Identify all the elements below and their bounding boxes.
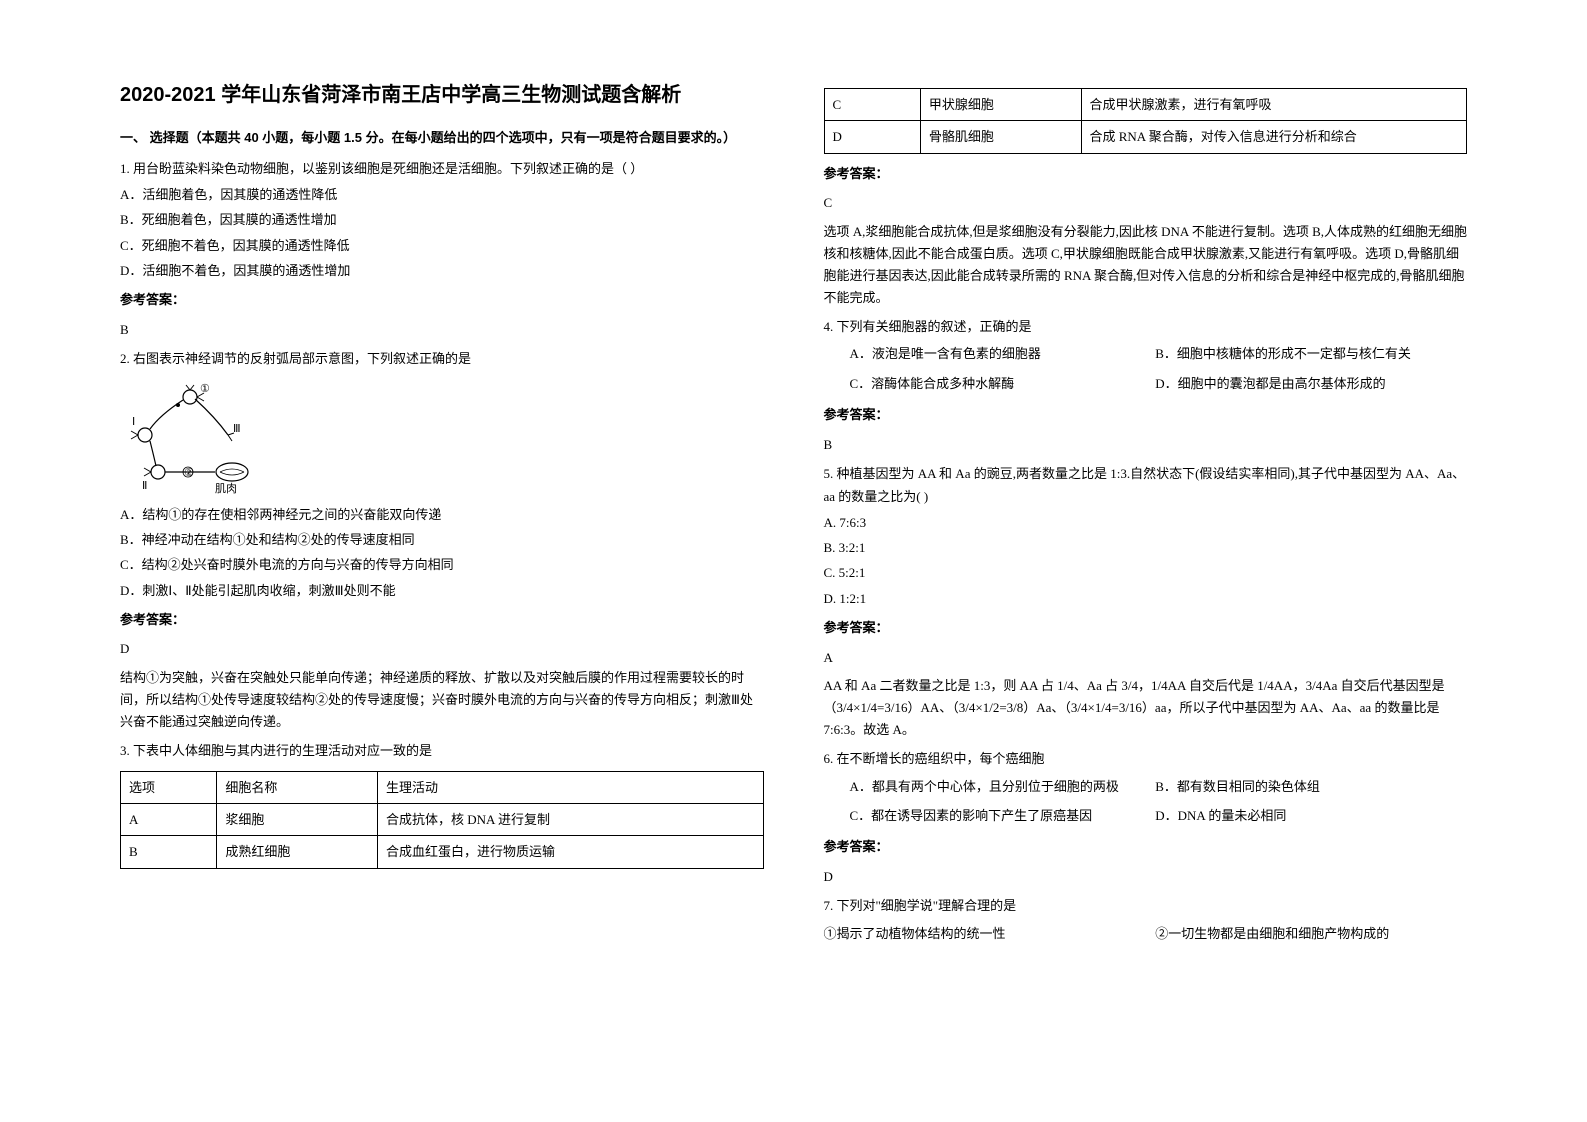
q6-opt-c: C．都在诱导因素的影响下产生了原癌基因 [824, 804, 1136, 827]
right-column: C 甲状腺细胞 合成甲状腺激素，进行有氧呼吸 D 骨骼肌细胞 合成 RNA 聚合… [794, 80, 1488, 1082]
q4-answer-heading: 参考答案： [824, 403, 1468, 426]
cell: 合成甲状腺激素，进行有氧呼吸 [1081, 89, 1467, 121]
q4-opt-c: C．溶酶体能合成多种水解酶 [824, 372, 1136, 395]
q1-answer-heading: 参考答案： [120, 288, 764, 311]
q1-opt-c: C．死细胞不着色，因其膜的通透性降低 [120, 234, 764, 257]
q1-opt-b: B．死细胞着色，因其膜的通透性增加 [120, 208, 764, 231]
table-header-row: 选项 细胞名称 生理活动 [121, 771, 764, 803]
q4-stem: 4. 下列有关细胞器的叙述，正确的是 [824, 315, 1468, 338]
q7-stem: 7. 下列对"细胞学说"理解合理的是 [824, 894, 1468, 917]
label-1: ① [200, 383, 210, 395]
q2-diagram: ① ② Ⅰ Ⅱ Ⅲ 肌肉 [120, 377, 270, 497]
q5-opt-a: A. 7:6:3 [824, 511, 1468, 534]
table-row: A 浆细胞 合成抗体，核 DNA 进行复制 [121, 803, 764, 835]
q2-opt-a: A．结构①的存在使相邻两神经元之间的兴奋能双向传递 [120, 503, 764, 526]
q4-opt-b: B．细胞中核糖体的形成不一定都与核仁有关 [1155, 342, 1467, 365]
label-I: Ⅰ [132, 416, 135, 428]
q3-stem: 3. 下表中人体细胞与其内进行的生理活动对应一致的是 [120, 739, 764, 762]
q5-explain: AA 和 Aa 二者数量之比是 1:3，则 AA 占 1/4、Aa 占 3/4，… [824, 675, 1468, 741]
q7-opt-1: ①揭示了动植物体结构的统一性 [824, 922, 1136, 945]
label-III: Ⅲ [233, 423, 241, 435]
cell: 甲状腺细胞 [920, 89, 1081, 121]
q1-answer: B [120, 318, 764, 341]
th-activity: 生理活动 [378, 771, 764, 803]
section-1-heading: 一、 选择题（本题共 40 小题，每小题 1.5 分。在每小题给出的四个选项中，… [120, 126, 764, 149]
q5-opt-b: B. 3:2:1 [824, 536, 1468, 559]
q5-answer-heading: 参考答案： [824, 616, 1468, 639]
cell: 骨骼肌细胞 [920, 121, 1081, 153]
cell: 合成血红蛋白，进行物质运输 [378, 836, 764, 868]
q7-options: ①揭示了动植物体结构的统一性 ②一切生物都是由细胞和细胞产物构成的 [824, 920, 1468, 947]
th-option: 选项 [121, 771, 217, 803]
q6-stem: 6. 在不断增长的癌组织中，每个癌细胞 [824, 747, 1468, 770]
table-row: C 甲状腺细胞 合成甲状腺激素，进行有氧呼吸 [824, 89, 1467, 121]
q6-opt-d: D．DNA 的量未必相同 [1155, 804, 1467, 827]
cell: 成熟红细胞 [217, 836, 378, 868]
table-row: D 骨骼肌细胞 合成 RNA 聚合酶，对传入信息进行分析和综合 [824, 121, 1467, 153]
q4-options: A．液泡是唯一含有色素的细胞器 B．细胞中核糖体的形成不一定都与核仁有关 C．溶… [824, 340, 1468, 397]
cell: A [121, 803, 217, 835]
label-II: Ⅱ [142, 480, 147, 492]
th-cellname: 细胞名称 [217, 771, 378, 803]
q5-opt-d: D. 1:2:1 [824, 587, 1468, 610]
q4-opt-a: A．液泡是唯一含有色素的细胞器 [824, 342, 1136, 365]
q3-table-part2: C 甲状腺细胞 合成甲状腺激素，进行有氧呼吸 D 骨骼肌细胞 合成 RNA 聚合… [824, 88, 1468, 154]
q6-opt-b: B．都有数目相同的染色体组 [1155, 775, 1467, 798]
q3-answer: C [824, 191, 1468, 214]
q5-answer: A [824, 646, 1468, 669]
cell: D [824, 121, 920, 153]
q1-opt-a: A．活细胞着色，因其膜的通透性降低 [120, 183, 764, 206]
q2-answer: D [120, 637, 764, 660]
page-title: 2020-2021 学年山东省菏泽市南王店中学高三生物测试题含解析 [120, 80, 764, 110]
q2-stem: 2. 右图表示神经调节的反射弧局部示意图，下列叙述正确的是 [120, 347, 764, 370]
reflex-arc-svg: ① ② Ⅰ Ⅱ Ⅲ 肌肉 [120, 377, 270, 497]
table-row: B 成熟红细胞 合成血红蛋白，进行物质运输 [121, 836, 764, 868]
q5-stem: 5. 种植基因型为 AA 和 Aa 的豌豆,两者数量之比是 1:3.自然状态下(… [824, 462, 1468, 509]
q2-explain: 结构①为突触，兴奋在突触处只能单向传递；神经递质的释放、扩散以及对突触后膜的作用… [120, 667, 764, 733]
cell: B [121, 836, 217, 868]
q6-answer-heading: 参考答案： [824, 835, 1468, 858]
q2-opt-c: C．结构②处兴奋时膜外电流的方向与兴奋的传导方向相同 [120, 553, 764, 576]
cell: 合成 RNA 聚合酶，对传入信息进行分析和综合 [1081, 121, 1467, 153]
q1-opt-d: D．活细胞不着色，因其膜的通透性增加 [120, 259, 764, 282]
label-muscle: 肌肉 [215, 482, 237, 495]
q3-explain: 选项 A,浆细胞能合成抗体,但是浆细胞没有分裂能力,因此核 DNA 不能进行复制… [824, 221, 1468, 309]
q6-opt-a: A．都具有两个中心体，且分别位于细胞的两极 [824, 775, 1136, 798]
label-2: ② [184, 467, 194, 479]
q4-opt-d: D．细胞中的囊泡都是由高尔基体形成的 [1155, 372, 1467, 395]
q6-options: A．都具有两个中心体，且分别位于细胞的两极 B．都有数目相同的染色体组 C．都在… [824, 773, 1468, 830]
q2-answer-heading: 参考答案： [120, 608, 764, 631]
q1-stem: 1. 用台盼蓝染料染色动物细胞，以鉴别该细胞是死细胞还是活细胞。下列叙述正确的是… [120, 157, 764, 180]
q3-table-part1: 选项 细胞名称 生理活动 A 浆细胞 合成抗体，核 DNA 进行复制 B 成熟红… [120, 771, 764, 869]
q6-answer: D [824, 865, 1468, 888]
q5-opt-c: C. 5:2:1 [824, 561, 1468, 584]
cell: 浆细胞 [217, 803, 378, 835]
q2-opt-b: B．神经冲动在结构①处和结构②处的传导速度相同 [120, 528, 764, 551]
left-column: 2020-2021 学年山东省菏泽市南王店中学高三生物测试题含解析 一、 选择题… [100, 80, 794, 1082]
q2-opt-d: D．刺激Ⅰ、Ⅱ处能引起肌肉收缩，刺激Ⅲ处则不能 [120, 579, 764, 602]
q3-answer-heading: 参考答案： [824, 162, 1468, 185]
q4-answer: B [824, 433, 1468, 456]
q7-opt-2: ②一切生物都是由细胞和细胞产物构成的 [1155, 922, 1467, 945]
cell: 合成抗体，核 DNA 进行复制 [378, 803, 764, 835]
cell: C [824, 89, 920, 121]
